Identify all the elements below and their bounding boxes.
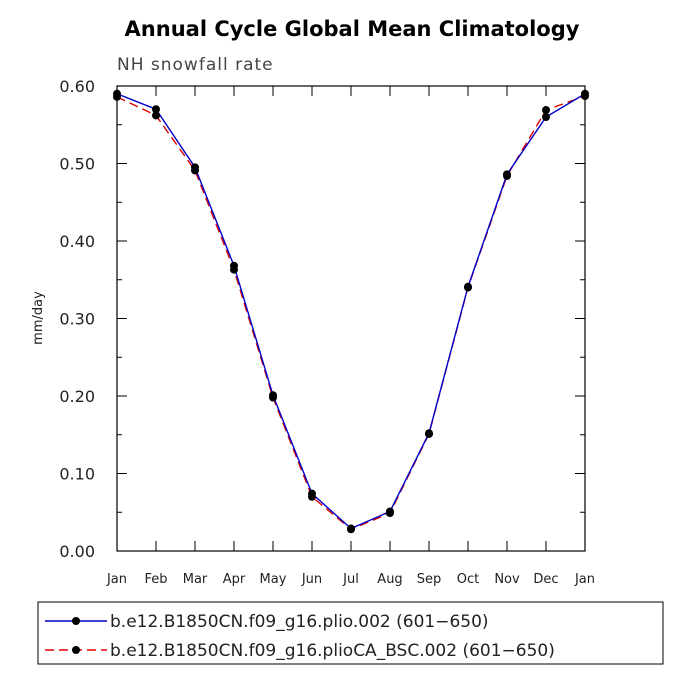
y-axis-label: mm/day — [31, 291, 46, 345]
x-tick-label: Dec — [533, 572, 558, 587]
y-tick-label: 0.60 — [59, 77, 95, 96]
series-1-point — [152, 105, 160, 114]
y-tick-labels: 0.00 0.10 0.20 0.30 0.40 0.50 0.60 — [59, 77, 95, 561]
series-points — [113, 89, 589, 534]
y-tick-label: 0.00 — [59, 542, 95, 561]
y-tick-label: 0.30 — [59, 310, 95, 329]
x-tick-label: May — [260, 572, 287, 587]
legend-label-1: b.e12.B1850CN.f09_g16.plio.002 (601−650) — [110, 612, 489, 632]
legend-box — [37, 601, 664, 665]
y-tick-label: 0.50 — [59, 155, 95, 174]
series-line-2 — [116, 95, 586, 531]
y-tick-label: 0.40 — [59, 232, 95, 251]
chart-subtitle: NH snowfall rate — [117, 55, 274, 75]
chart-title: Annual Cycle Global Mean Climatology — [125, 17, 580, 41]
series-line-1 — [116, 93, 586, 530]
series-2-point — [581, 92, 589, 101]
x-tick-label: Sep — [417, 572, 442, 587]
legend-marker-1 — [72, 617, 80, 625]
legend: b.e12.B1850CN.f09_g16.plio.002 (601−650)… — [37, 601, 664, 665]
axis-ticks — [116, 85, 586, 552]
series-2-point — [425, 429, 433, 438]
x-tick-label: Jun — [301, 572, 322, 587]
x-tick-label: Nov — [494, 572, 520, 587]
x-tick-labels: Jan Feb Mar Apr May Jun Jul Aug Sep Oct Nov Dec Jan — [106, 572, 595, 587]
series-2-point — [542, 106, 550, 115]
x-tick-label: Oct — [457, 572, 479, 587]
series-2-point — [464, 283, 472, 292]
x-tick-label: Jan — [106, 572, 127, 587]
series-2-point — [152, 111, 160, 120]
x-tick-label: Jul — [342, 572, 359, 587]
x-tick-label: Feb — [144, 572, 167, 587]
series-lines — [116, 93, 586, 531]
y-tick-label: 0.10 — [59, 465, 95, 484]
series-1-point — [542, 113, 550, 121]
series-2-point — [113, 92, 121, 101]
series-2-point — [386, 509, 394, 518]
legend-items: b.e12.B1850CN.f09_g16.plio.002 (601−650)… — [45, 612, 555, 661]
series-2-point — [347, 525, 355, 534]
legend-marker-2 — [72, 646, 80, 654]
x-tick-label: Jan — [574, 572, 595, 587]
series-2-point — [191, 166, 199, 175]
plot-area: 0.00 0.10 0.20 0.30 0.40 0.50 0.60 Jan Feb Mar Ap… — [59, 77, 595, 587]
series-2-point — [503, 171, 511, 180]
x-tick-label: Apr — [223, 572, 246, 587]
series-2-point — [230, 265, 238, 274]
y-tick-label: 0.20 — [59, 387, 95, 406]
series-2-point — [308, 492, 316, 501]
x-tick-label: Aug — [377, 572, 402, 587]
series-2-point — [269, 393, 277, 402]
legend-label-2: b.e12.B1850CN.f09_g16.plioCA_BSC.002 (60… — [110, 641, 555, 661]
x-tick-label: Mar — [183, 572, 208, 587]
